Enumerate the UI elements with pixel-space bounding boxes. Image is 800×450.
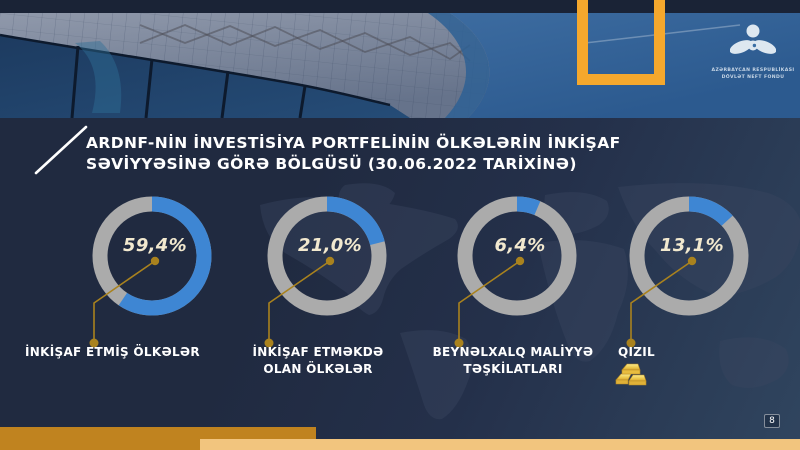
title-slash-icon bbox=[34, 125, 88, 175]
page-number-badge: 8 bbox=[764, 414, 780, 428]
donut-value-arc bbox=[267, 196, 387, 316]
donut-graphic bbox=[89, 196, 212, 348]
sofaz-logo: AZƏRBAYCAN RESPUBLİKASI DÖVLƏT NEFT FOND… bbox=[698, 24, 800, 81]
sofaz-emblem-icon bbox=[729, 24, 777, 54]
donut-value-arc bbox=[457, 196, 577, 316]
donut-graphic bbox=[264, 196, 387, 348]
percent-label: 21,0% bbox=[298, 235, 362, 256]
donut-value-arc bbox=[629, 196, 749, 316]
top-strip bbox=[0, 0, 800, 13]
percent-label: 13,1% bbox=[660, 235, 724, 256]
chart-label-developed-countries: İNKİŞAF ETMİŞ ÖLKƏLƏR bbox=[25, 345, 200, 359]
footer-bar-light-tan bbox=[200, 439, 800, 450]
leader-line bbox=[268, 260, 331, 343]
donut-track bbox=[457, 196, 577, 316]
chart-label-developing-countries: İNKİŞAF ETMƏKDƏ OLAN ÖLKƏLƏR bbox=[252, 345, 384, 376]
content-panel: ARDNF-NİN İNVESTİSİYA PORTFELİNİN ÖLKƏLƏ… bbox=[0, 118, 800, 450]
logo-org-line-2: DÖVLƏT NEFT FONDU bbox=[721, 74, 785, 80]
logo-org-line-1: AZƏRBAYCAN RESPUBLİKASI bbox=[711, 68, 795, 73]
donut-chart-gold: 13,1% bbox=[594, 186, 784, 386]
donut-chart-developing-countries: 21,0% bbox=[232, 186, 422, 386]
facade-zigzag-ornament bbox=[139, 24, 471, 62]
chart-label-gold: QIZIL bbox=[618, 345, 655, 359]
percent-label: 6,4% bbox=[494, 235, 546, 256]
chart-label-international-financial-orgs: BEYNƏLXALQ MALİYYƏ TƏŞKİLATLARI bbox=[432, 345, 594, 376]
building-photo-graphic bbox=[0, 13, 800, 118]
slide-title-line-1: ARDNF-NİN İNVESTİSİYA PORTFELİNİN ÖLKƏLƏ… bbox=[86, 134, 621, 152]
donut-chart-international-financial-orgs: 6,4% bbox=[422, 186, 612, 386]
slide-title-line-2: SƏVİYYƏSİNƏ GÖRƏ BÖLGÜSÜ (30.06.2022 TAR… bbox=[86, 155, 577, 173]
leader-line bbox=[458, 260, 521, 343]
gold-bars-icon bbox=[615, 363, 647, 386]
glass-windows bbox=[0, 35, 410, 118]
orange-accent-frame bbox=[577, 0, 665, 85]
donut-graphic bbox=[454, 196, 577, 348]
leader-line bbox=[93, 260, 156, 343]
donut-value-arc bbox=[92, 196, 212, 316]
donut-graphic bbox=[626, 196, 749, 348]
curved-glass-edge bbox=[428, 13, 490, 118]
leader-line bbox=[630, 260, 693, 343]
percent-label: 59,4% bbox=[123, 235, 187, 256]
slide-title: ARDNF-NİN İNVESTİSİYA PORTFELİNİN ÖLKƏLƏ… bbox=[86, 133, 706, 175]
header-photo bbox=[0, 13, 800, 118]
donut-chart-developed-countries: 59,4% bbox=[57, 186, 247, 386]
